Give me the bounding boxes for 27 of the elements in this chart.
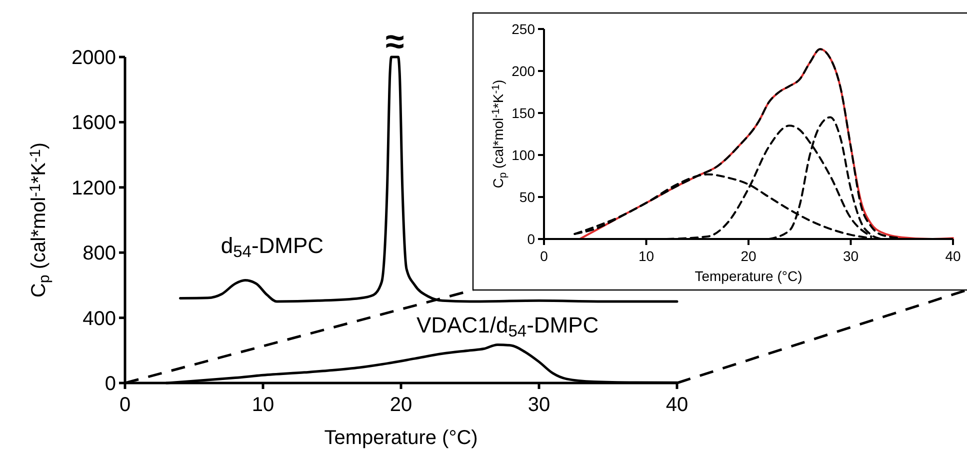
x-axis-title: Temperature (°C) [694,268,802,284]
x-tick-label: 30 [842,248,859,264]
y-tick-label: 800 [82,242,116,265]
x-tick-label: 0 [119,394,131,416]
series-label: VDAC1/d$_{54}$-DMPC [416,312,599,341]
x-tick-label: 0 [540,248,548,264]
x-tick-label: 20 [740,248,756,264]
x-axis-title: Temperature (°C) [324,427,478,449]
x-tick-label: 40 [666,394,688,416]
x-tick-label: 10 [252,394,274,416]
x-tick-label: 20 [390,394,412,416]
y-tick-label: 200 [512,62,536,79]
y-tick-label: 150 [512,104,536,121]
y-tick-label: 400 [82,308,116,330]
y-tick-label: 50 [519,188,536,205]
y-tick-label: 2000 [72,47,116,69]
x-tick-label: 30 [528,394,550,416]
x-tick-label: 10 [638,248,654,264]
series-label: d$_{54}$-DMPC [220,233,324,262]
y-tick-label: 0 [527,230,536,247]
y-tick-label: 100 [512,146,536,163]
annotation: ≈ [385,23,404,61]
y-tick-label: 0 [104,373,116,395]
y-tick-label: 250 [512,20,536,37]
y-tick-label: 1200 [72,177,116,200]
y-tick-label: 1600 [72,112,116,134]
x-tick-label: 40 [945,248,961,264]
